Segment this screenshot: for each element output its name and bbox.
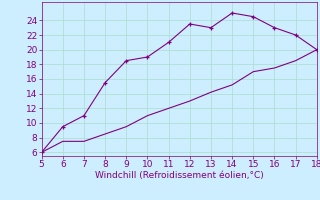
X-axis label: Windchill (Refroidissement éolien,°C): Windchill (Refroidissement éolien,°C) [95,171,264,180]
